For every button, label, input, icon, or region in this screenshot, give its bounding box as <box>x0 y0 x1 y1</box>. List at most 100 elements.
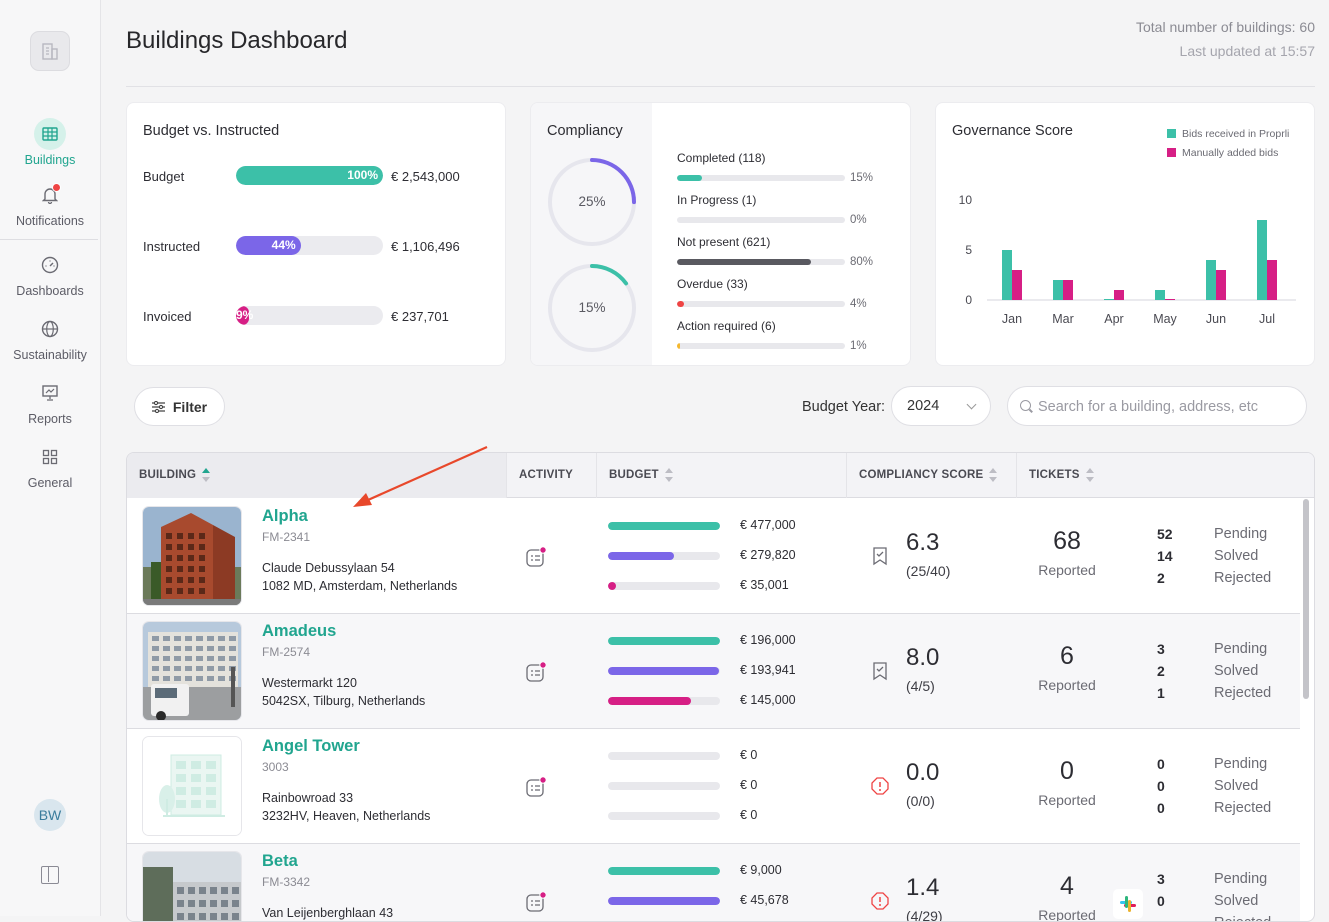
alert-octagon-icon[interactable] <box>871 776 889 796</box>
page-title: Buildings Dashboard <box>126 27 348 54</box>
compliancy-item-percent: 1% <box>850 340 867 352</box>
avatar[interactable]: BW <box>34 799 66 831</box>
invoiced-value: € 237,701 <box>391 309 449 324</box>
budget-bar-fill <box>608 867 720 875</box>
sidebar-item-reports[interactable]: Reports <box>0 378 100 426</box>
globe-icon <box>41 320 59 338</box>
table-row[interactable]: Amadeus FM-2574 Westermarkt 120 5042SX, Til… <box>127 614 1300 729</box>
ticket-status-label: Rejected <box>1214 685 1272 701</box>
sidebar-item-buildings[interactable]: Buildings <box>0 118 100 167</box>
activity-icon[interactable] <box>526 892 546 912</box>
activity-icon[interactable] <box>526 547 546 567</box>
ticket-count: 0 <box>1157 756 1165 772</box>
search-icon <box>1020 400 1031 411</box>
budget-value: € 0 <box>740 808 758 822</box>
building-thumbnail[interactable] <box>142 851 242 921</box>
table-row[interactable]: Angel Tower 3003 Rainbowroad 33 3232HV, Hea… <box>127 729 1300 844</box>
budget-year-label: Budget Year: <box>802 399 886 415</box>
sidebar-item-sustainability[interactable]: Sustainability <box>0 314 100 362</box>
alert-octagon-icon[interactable] <box>871 891 889 911</box>
sidebar-item-label: General <box>27 476 73 490</box>
budget-year-select[interactable]: 2024 <box>891 386 991 426</box>
sort-icon <box>989 467 998 483</box>
y-tick-label: 5 <box>965 243 972 257</box>
app-logo[interactable] <box>30 31 70 71</box>
sidebar-toggle-icon[interactable] <box>41 866 59 884</box>
ticket-status-label: Solved <box>1214 893 1259 909</box>
presentation-chart-icon <box>42 385 58 401</box>
search-box[interactable] <box>1007 386 1307 426</box>
budget-bar-fill <box>608 552 675 560</box>
slack-icon[interactable] <box>1113 889 1143 919</box>
ticket-status-label: Solved <box>1214 778 1259 794</box>
column-header-budget[interactable]: BUDGET <box>597 453 847 498</box>
legend-item-proprli: Bids received in Proprli <box>1167 128 1289 140</box>
column-header-tickets[interactable]: TICKETS <box>1017 453 1314 498</box>
sidebar-item-label: Sustainability <box>13 348 87 362</box>
search-input[interactable] <box>1038 395 1298 419</box>
last-updated-text: Last updated at 15:57 <box>1179 43 1315 59</box>
compliancy-score: 1.4 <box>906 874 940 901</box>
table-row[interactable]: Alpha FM-2341 Claude Debussylaan 54 1082 MD… <box>127 499 1300 614</box>
bar-proprli <box>1206 260 1216 300</box>
bookmark-check-icon[interactable] <box>871 546 889 566</box>
sort-icon <box>1085 467 1094 483</box>
column-header-compliancy-score[interactable]: COMPLIANCY SCORE <box>847 453 1017 498</box>
building-thumbnail[interactable] <box>142 621 242 721</box>
compliancy-item-bar <box>677 301 845 307</box>
sidebar-item-notifications[interactable]: Notifications <box>0 180 100 228</box>
budget-value: € 279,820 <box>740 548 796 562</box>
column-header-building[interactable]: BUILDING <box>127 453 507 498</box>
y-tick-label: 10 <box>959 193 973 207</box>
instructed-value: € 1,106,496 <box>391 239 460 254</box>
compliancy-ring-1 <box>548 158 636 246</box>
compliancy-item-percent: 80% <box>850 256 874 268</box>
building-code: FM-3342 <box>262 875 311 889</box>
building-address: Van Leijenberghlaan 43 <box>262 906 394 920</box>
budget-bar <box>608 897 720 905</box>
building-name-link[interactable]: Beta <box>262 852 298 870</box>
governance-bar-chart: 0 5 10 Jan Mar Apr May Jun Jul <box>959 193 1296 326</box>
budget-value: € 2,543,000 <box>391 169 460 184</box>
invoiced-progress-bar: 9% <box>236 306 383 325</box>
budget-bar <box>608 522 720 530</box>
sidebar-divider <box>0 239 98 240</box>
ticket-count: 3 <box>1157 641 1165 657</box>
table-row[interactable]: Beta FM-3342 Van Leijenberghlaan 43 € 9,000… <box>127 844 1300 922</box>
building-name-link[interactable]: Amadeus <box>262 622 337 640</box>
x-tick-label: Jul <box>1259 312 1275 326</box>
building-thumbnail[interactable] <box>142 736 242 836</box>
table-header: BUILDING ACTIVITY BUDGET COMPLIANCY SCOR… <box>127 453 1314 498</box>
budget-bar <box>608 637 720 645</box>
budget-value: € 477,000 <box>740 518 796 532</box>
grid-table-icon <box>42 127 58 141</box>
filter-button[interactable]: Filter <box>134 387 225 426</box>
compliancy-ring-2 <box>548 264 636 352</box>
ticket-status-label: Pending <box>1214 756 1268 772</box>
building-name-link[interactable]: Angel Tower <box>262 737 360 755</box>
building-name-link[interactable]: Alpha <box>262 507 308 525</box>
building-thumbnail[interactable] <box>142 506 242 606</box>
bar-manual <box>1216 270 1226 300</box>
ticket-status-label: Rejected <box>1214 800 1272 816</box>
table-scrollbar[interactable] <box>1303 499 1309 699</box>
compliancy-score-detail: (25/40) <box>906 563 951 579</box>
bookmark-check-icon[interactable] <box>871 661 889 681</box>
tickets-reported-label: Reported <box>1038 907 1096 922</box>
compliancy-item-label: Overdue (33) <box>677 277 748 291</box>
bar-manual <box>1012 270 1022 300</box>
activity-icon[interactable] <box>526 662 546 682</box>
card-title: Compliancy <box>547 123 623 139</box>
budget-row-label: Budget <box>143 169 185 184</box>
activity-icon[interactable] <box>526 777 546 797</box>
legend-swatch-magenta <box>1167 148 1176 157</box>
tickets-reported-count: 68 <box>1053 527 1081 555</box>
compliancy-score-detail: (0/0) <box>906 793 935 809</box>
sidebar-item-dashboards[interactable]: Dashboards <box>0 250 100 298</box>
budget-value: € 45,678 <box>740 893 789 907</box>
total-buildings-text: Total number of buildings: 60 <box>1136 19 1315 35</box>
ticket-status-label: Pending <box>1214 526 1268 542</box>
sidebar-item-general[interactable]: General <box>0 442 100 490</box>
notification-badge <box>52 183 61 192</box>
building-address: Rainbowroad 33 3232HV, Heaven, Netherland… <box>262 791 431 823</box>
